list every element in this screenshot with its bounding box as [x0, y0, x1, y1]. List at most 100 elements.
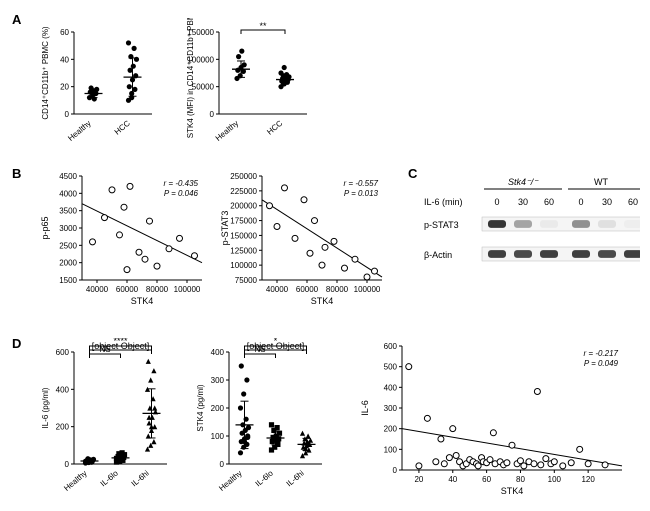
svg-text:Healthy: Healthy: [66, 119, 93, 143]
svg-text:175000: 175000: [230, 217, 257, 226]
svg-text:0: 0: [65, 110, 70, 119]
svg-text:β-Actin: β-Actin: [424, 250, 452, 260]
svg-text:2000: 2000: [59, 259, 77, 268]
figure-container: A 0204060CD14⁺CD11b⁺ PBMC (%)HealthyHCC …: [8, 8, 642, 503]
svg-text:STK4 (MFI) in CD14⁺CD11b⁺ PBMC: STK4 (MFI) in CD14⁺CD11b⁺ PBMC: [186, 18, 195, 138]
svg-text:3500: 3500: [59, 207, 77, 216]
panel-b-left-chart: 1500 2000 2500 3000 3500 4000 4500 40000 60000 80…: [38, 168, 208, 308]
svg-text:600: 600: [384, 342, 398, 351]
svg-text:WT: WT: [594, 177, 608, 187]
svg-text:250000: 250000: [230, 172, 257, 181]
svg-text:400: 400: [384, 383, 398, 392]
panel-a-left-chart: 0204060CD14⁺CD11b⁺ PBMC (%)HealthyHCC: [38, 18, 158, 148]
svg-text:**: **: [259, 21, 267, 31]
svg-text:100: 100: [548, 475, 562, 484]
svg-text:50000: 50000: [192, 83, 215, 92]
svg-text:100000: 100000: [174, 285, 201, 294]
svg-text:40: 40: [60, 55, 69, 64]
svg-text:IL-6lo: IL-6lo: [99, 468, 121, 488]
panel-b-right-chart: 75000 100000 125000 150000 175000 200000 22500…: [218, 168, 388, 308]
svg-text:IL-6 (min): IL-6 (min): [424, 197, 463, 207]
panel-d-label: D: [12, 336, 21, 351]
svg-text:100000: 100000: [230, 261, 257, 270]
svg-text:3000: 3000: [59, 224, 77, 233]
svg-text:60: 60: [482, 475, 491, 484]
svg-text:1500: 1500: [59, 276, 77, 285]
svg-text:100: 100: [384, 445, 398, 454]
svg-text:Healthy: Healthy: [214, 119, 241, 143]
svg-text:*: *: [274, 338, 278, 346]
svg-text:Stk4⁻/⁻: Stk4⁻/⁻: [508, 177, 539, 187]
svg-text:p-STAT3: p-STAT3: [220, 211, 230, 246]
panel-d-right-chart: 0 100 200 300 400 500 600 20 40 60 80 100 120 IL-6 STK…: [358, 338, 628, 498]
panel-d-mid-chart: 0100200300400STK4 (pg/ml)HealthyIL-6loIL…: [193, 338, 328, 498]
svg-text:40: 40: [448, 475, 457, 484]
svg-text:80: 80: [516, 475, 525, 484]
panel-a-label: A: [12, 12, 21, 27]
svg-text:30: 30: [518, 197, 528, 207]
svg-text:40000: 40000: [266, 285, 289, 294]
svg-text:200: 200: [211, 404, 225, 413]
svg-text:300: 300: [211, 376, 225, 385]
svg-text:IL-6: IL-6: [360, 400, 370, 416]
svg-text:p-p65: p-p65: [40, 216, 50, 239]
svg-text:60000: 60000: [296, 285, 319, 294]
svg-text:60000: 60000: [116, 285, 139, 294]
svg-text:IL-6lo: IL-6lo: [254, 468, 276, 488]
svg-text:75000: 75000: [235, 276, 258, 285]
svg-text:STK4 (pg/ml): STK4 (pg/ml): [196, 384, 205, 431]
svg-text:100000: 100000: [354, 285, 381, 294]
svg-text:p-STAT3: p-STAT3: [424, 220, 459, 230]
svg-text:0: 0: [220, 460, 225, 469]
svg-text:125000: 125000: [230, 246, 257, 255]
svg-text:IL-6 (pg/ml): IL-6 (pg/ml): [41, 387, 50, 428]
svg-text:4000: 4000: [59, 189, 77, 198]
svg-text:Healthy: Healthy: [62, 469, 89, 493]
svg-text:200: 200: [56, 423, 70, 432]
svg-text:r = -0.435: r = -0.435: [164, 179, 199, 188]
panel-d-left-chart: 0 200 400 600 IL-6 (pg/ml) Healthy IL-6lo IL-6h…: [38, 338, 173, 498]
svg-text:r = -0.217: r = -0.217: [584, 349, 619, 358]
svg-text:40000: 40000: [86, 285, 109, 294]
svg-text:600: 600: [56, 348, 70, 357]
svg-text:IL-6hi: IL-6hi: [285, 468, 306, 488]
svg-text:400: 400: [56, 385, 70, 394]
svg-text:300: 300: [384, 404, 398, 413]
svg-text:0: 0: [210, 110, 215, 119]
svg-text:500: 500: [384, 363, 398, 372]
svg-text:225000: 225000: [230, 187, 257, 196]
svg-text:P = 0.049: P = 0.049: [584, 359, 619, 368]
svg-text:100: 100: [211, 432, 225, 441]
svg-text:60: 60: [628, 197, 638, 207]
svg-text:0: 0: [494, 197, 499, 207]
svg-text:STK4: STK4: [311, 296, 334, 306]
panel-c-label: C: [408, 166, 417, 181]
svg-text:STK4: STK4: [501, 486, 524, 496]
panel-c-blot: Stk4⁻/⁻WTIL-6 (min)0306003060p-STAT3β-Ac…: [420, 173, 640, 293]
svg-text:0: 0: [65, 460, 70, 469]
svg-text:120: 120: [581, 475, 595, 484]
svg-text:CD14⁺CD11b⁺ PBMC (%): CD14⁺CD11b⁺ PBMC (%): [41, 26, 50, 120]
svg-text:30: 30: [602, 197, 612, 207]
svg-text:150000: 150000: [230, 231, 257, 240]
panel-b-label: B: [12, 166, 21, 181]
svg-text:80000: 80000: [326, 285, 349, 294]
svg-text:80000: 80000: [146, 285, 169, 294]
svg-text:200000: 200000: [230, 202, 257, 211]
svg-text:HCC: HCC: [265, 119, 284, 137]
svg-text:P = 0.013: P = 0.013: [344, 189, 379, 198]
svg-text:0: 0: [393, 466, 398, 475]
svg-text:20: 20: [60, 83, 69, 92]
svg-text:20: 20: [414, 475, 423, 484]
svg-text:STK4: STK4: [131, 296, 154, 306]
svg-text:4500: 4500: [59, 172, 77, 181]
svg-text:60: 60: [544, 197, 554, 207]
svg-text:IL-6hi: IL-6hi: [130, 468, 151, 488]
svg-text:400: 400: [211, 348, 225, 357]
svg-text:P = 0.046: P = 0.046: [164, 189, 199, 198]
svg-text:200: 200: [384, 425, 398, 434]
svg-text:2500: 2500: [59, 241, 77, 250]
svg-text:HCC: HCC: [113, 119, 132, 137]
svg-text:****: ****: [113, 338, 128, 346]
svg-text:r = -0.557: r = -0.557: [344, 179, 379, 188]
